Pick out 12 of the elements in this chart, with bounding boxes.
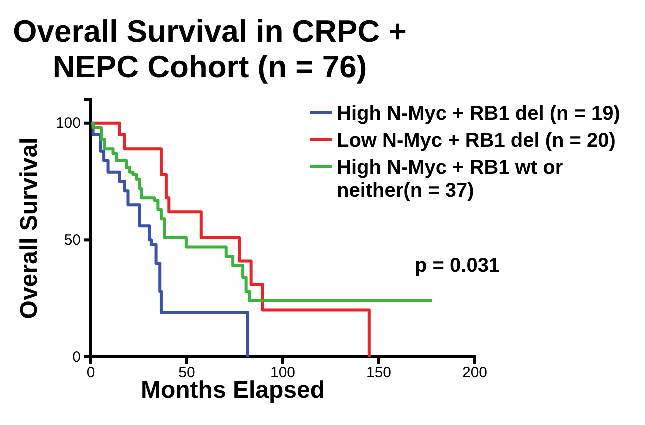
legend-label: High N-Myc + RB1 del (n = 19) — [337, 103, 620, 125]
legend-label: High N-Myc + RB1 wt or neither(n = 37) — [337, 157, 564, 202]
annotation: p = 0.031 — [415, 255, 500, 277]
y-tick-label: 100 — [56, 115, 81, 132]
chart-title: Overall Survival in CRPC + NEPC Cohort (n = 76) — [13, 14, 407, 85]
legend-label: Low N-Myc + RB1 del (n = 20) — [337, 130, 616, 152]
x-tick-label: 150 — [366, 364, 392, 382]
y-tick-label: 50 — [64, 232, 81, 249]
x-tick-label: 200 — [462, 364, 488, 382]
x-tick-label: 0 — [86, 364, 96, 382]
y-tick-label: 0 — [72, 348, 81, 366]
y-axis-title: Overall Survival — [16, 138, 43, 320]
